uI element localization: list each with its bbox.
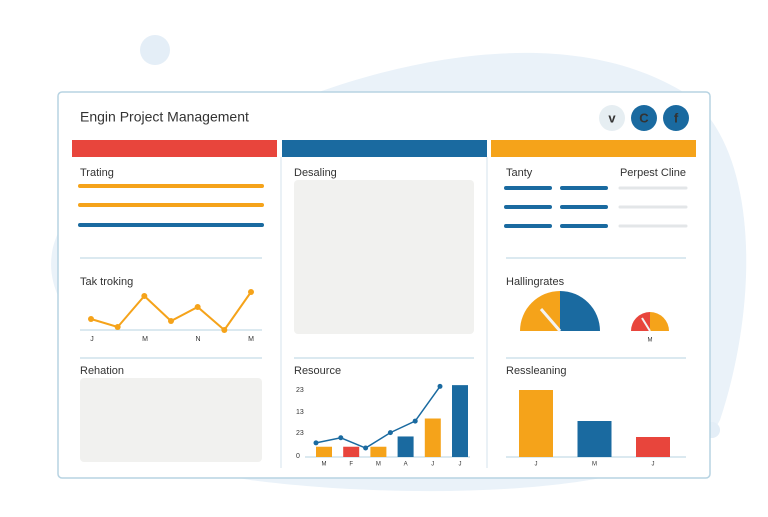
trend-point [168,318,174,324]
bar [577,421,612,457]
placeholder-box [294,180,474,334]
trend-point [363,445,369,451]
column-header-bar [72,140,277,157]
y-tick-label: 23 [296,430,304,437]
x-tick-label: M [592,462,597,468]
label: Perpest Cline [620,167,686,179]
gauge-left [631,312,650,331]
gauge-needle [539,308,562,332]
x-tick-label: J [431,462,434,468]
bar [343,446,360,457]
header-icon[interactable] [663,105,689,131]
icon-glyph: v [608,110,616,125]
bg-dot [140,35,170,65]
bar [397,436,414,457]
x-tick-label: M [376,462,381,468]
label: M [648,338,653,344]
trend-point [387,430,393,436]
column-header-bar [491,140,696,157]
bar [519,390,553,457]
label: Hallingrates [506,276,565,288]
y-tick-label: 13 [296,409,304,416]
placeholder-box [80,378,262,462]
x-tick-label: F [349,462,353,468]
y-tick-label: 0 [296,453,300,460]
x-tick-label: J [535,462,538,468]
bar [636,437,670,457]
bar [370,446,387,457]
label: Ressleaning [506,365,567,377]
icon-glyph: C [639,110,649,125]
x-tick-label: J [90,336,94,343]
label: Trating [80,167,114,179]
header-icon[interactable] [599,105,625,131]
trend-point [338,435,344,441]
header-icon[interactable] [631,105,657,131]
trend-point [313,440,319,446]
label: Tanty [506,167,533,179]
label: Resource [294,365,341,377]
trend-line [315,385,441,449]
app-title: Engin Project Management [80,109,249,125]
gauge-right [650,312,669,331]
trend-point [141,293,148,299]
trend-point [248,289,254,295]
x-tick-label: J [459,462,462,468]
trend-point [437,383,443,389]
x-tick-label: M [142,336,148,343]
icon-glyph: f [674,110,679,125]
label: Tak troking [80,276,133,288]
label: Desaling [294,167,337,179]
bar [452,385,468,457]
trend-point [194,304,201,310]
trend-point [114,324,121,330]
x-tick-label: N [195,336,200,343]
y-tick-label: 23 [296,387,304,394]
x-tick-label: M [322,462,327,468]
bar [424,418,441,457]
x-tick-label: M [248,336,254,343]
trend-point [88,316,94,322]
bar [316,446,332,457]
x-tick-label: A [404,462,408,468]
gauge-right [560,291,600,331]
gauge-needle [641,317,651,332]
trend-point [412,418,418,424]
x-tick-label: J [652,462,655,468]
trend-point [221,327,228,333]
column-header-bar [282,140,487,157]
label: Rehation [80,365,124,377]
